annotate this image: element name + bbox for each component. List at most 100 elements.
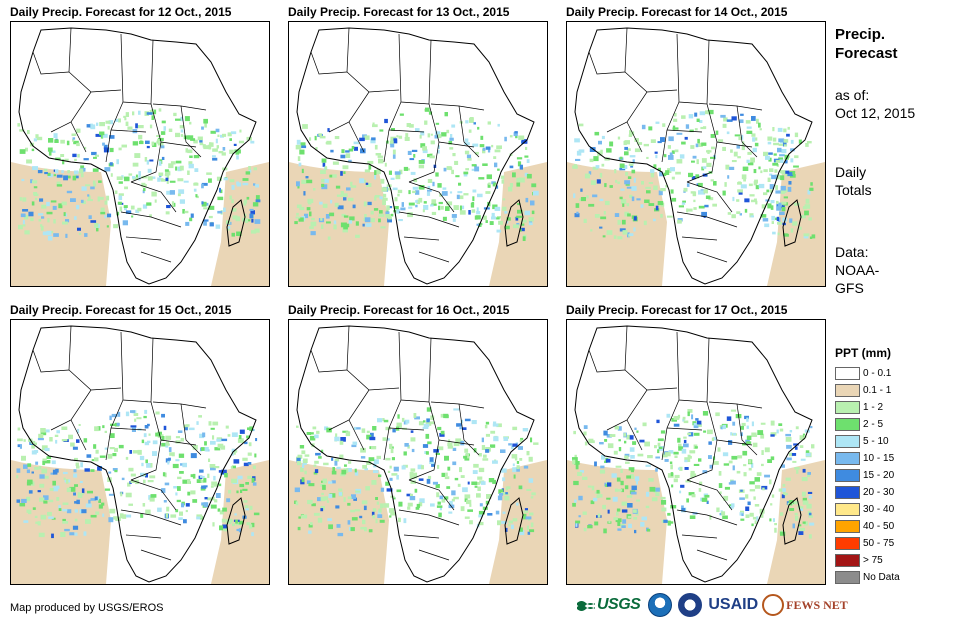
country-border [130, 103, 162, 183]
legend-swatch [835, 418, 860, 431]
country-border [626, 121, 643, 153]
legend-item: 40 - 50 [835, 518, 955, 535]
country-border [120, 33, 154, 105]
data-source-line2: NOAA- [835, 262, 880, 278]
legend-item: 2 - 5 [835, 416, 955, 433]
country-border [736, 105, 758, 158]
forecast-heading-line1: Precip. [835, 26, 886, 43]
country-border [418, 251, 450, 263]
usaid-logo: USAID [708, 596, 759, 613]
country-border [624, 325, 678, 391]
legend-label: 2 - 5 [863, 419, 884, 430]
fews-net-logo: FEWS NET [786, 597, 848, 612]
forecast-panel-oct17: Daily Precip. Forecast for 17 Oct., 2015 [566, 303, 828, 585]
legend-label: 5 - 10 [863, 436, 889, 447]
country-border [388, 129, 425, 133]
panel-title: Daily Precip. Forecast for 16 Oct., 2015 [288, 303, 510, 317]
country-border [68, 325, 122, 391]
usaid-seal-icon [678, 593, 703, 617]
legend-label: 0.1 - 1 [863, 385, 892, 396]
map-svg [11, 27, 269, 286]
precip-map-oct16 [288, 319, 548, 585]
country-border [716, 141, 753, 148]
madagascar-coastline [504, 199, 524, 247]
country-border [383, 101, 402, 163]
country-border [152, 401, 207, 409]
country-border [676, 211, 738, 228]
country-border [708, 103, 763, 111]
country-border [408, 401, 440, 481]
country-border [160, 439, 197, 446]
map-svg [11, 325, 269, 584]
country-border [140, 251, 172, 263]
africa-coastline [296, 325, 535, 583]
panel-title: Daily Precip. Forecast for 12 Oct., 2015 [10, 5, 232, 19]
precip-map-oct15 [10, 319, 270, 585]
as-of-date: as of: Oct 12, 2015 [835, 86, 915, 122]
country-border [120, 211, 182, 228]
africa-coastline [296, 27, 535, 285]
country-border [716, 439, 753, 446]
country-border [438, 439, 475, 446]
legend-item: 30 - 40 [835, 501, 955, 518]
legend-item: No Data [835, 569, 955, 586]
precip-map-oct13 [288, 21, 548, 287]
map-svg [567, 27, 825, 286]
africa-coastline [18, 325, 257, 583]
usgs-wave-icon [577, 601, 595, 611]
dry-ocean-region [211, 162, 269, 286]
map-svg [289, 27, 547, 286]
dry-ocean-region [11, 460, 111, 584]
as-of-value: Oct 12, 2015 [835, 105, 916, 121]
country-border [681, 534, 718, 539]
legend-swatch [835, 401, 860, 414]
country-border [676, 331, 710, 403]
fews-net-ring-icon [762, 594, 785, 616]
legend-swatch [835, 435, 860, 448]
country-border [458, 105, 480, 158]
country-border [666, 129, 703, 133]
country-border [130, 401, 162, 481]
legend-label: 20 - 30 [863, 487, 895, 498]
legend-swatch [835, 452, 860, 465]
country-border [110, 427, 147, 431]
rain-band [572, 109, 816, 240]
madagascar-coastline [782, 199, 802, 247]
country-border [686, 181, 733, 213]
precip-legend: PPT (mm) 0 - 0.1 0.1 - 1 1 - 2 2 - 5 5 - 10 1… [835, 346, 955, 586]
forecast-panel-oct14: Daily Precip. Forecast for 14 Oct., 2015 [566, 5, 828, 287]
legend-title: PPT (mm) [835, 346, 892, 360]
madagascar-coastline [226, 199, 246, 247]
country-border [588, 51, 626, 75]
precip-map-oct12 [10, 21, 270, 287]
forecast-heading-line2: Forecast [835, 45, 898, 62]
country-border [50, 389, 92, 431]
country-border [348, 121, 365, 153]
precip-map-oct17 [566, 319, 826, 585]
country-border [32, 51, 70, 75]
country-border [696, 549, 728, 561]
rain-band [17, 108, 261, 241]
country-border [606, 91, 648, 133]
country-border [403, 534, 440, 539]
country-border [32, 349, 70, 373]
legend-swatch [835, 486, 860, 499]
legend-item: 0.1 - 1 [835, 382, 955, 399]
country-border [408, 103, 440, 183]
country-border [686, 401, 718, 481]
country-border [120, 509, 182, 526]
country-border [70, 419, 87, 451]
country-border [458, 403, 480, 456]
legend-label: 40 - 50 [863, 521, 895, 532]
dry-ocean-region [289, 460, 389, 584]
country-border [430, 103, 485, 111]
legend-swatch [835, 571, 860, 584]
country-border [310, 349, 348, 373]
madagascar-coastline [226, 497, 246, 545]
dry-ocean-region [289, 162, 389, 286]
africa-coastline [18, 27, 257, 285]
legend-label: > 75 [863, 555, 883, 566]
africa-coastline [574, 325, 813, 583]
legend-label: No Data [863, 572, 900, 583]
legend-item: 1 - 2 [835, 399, 955, 416]
